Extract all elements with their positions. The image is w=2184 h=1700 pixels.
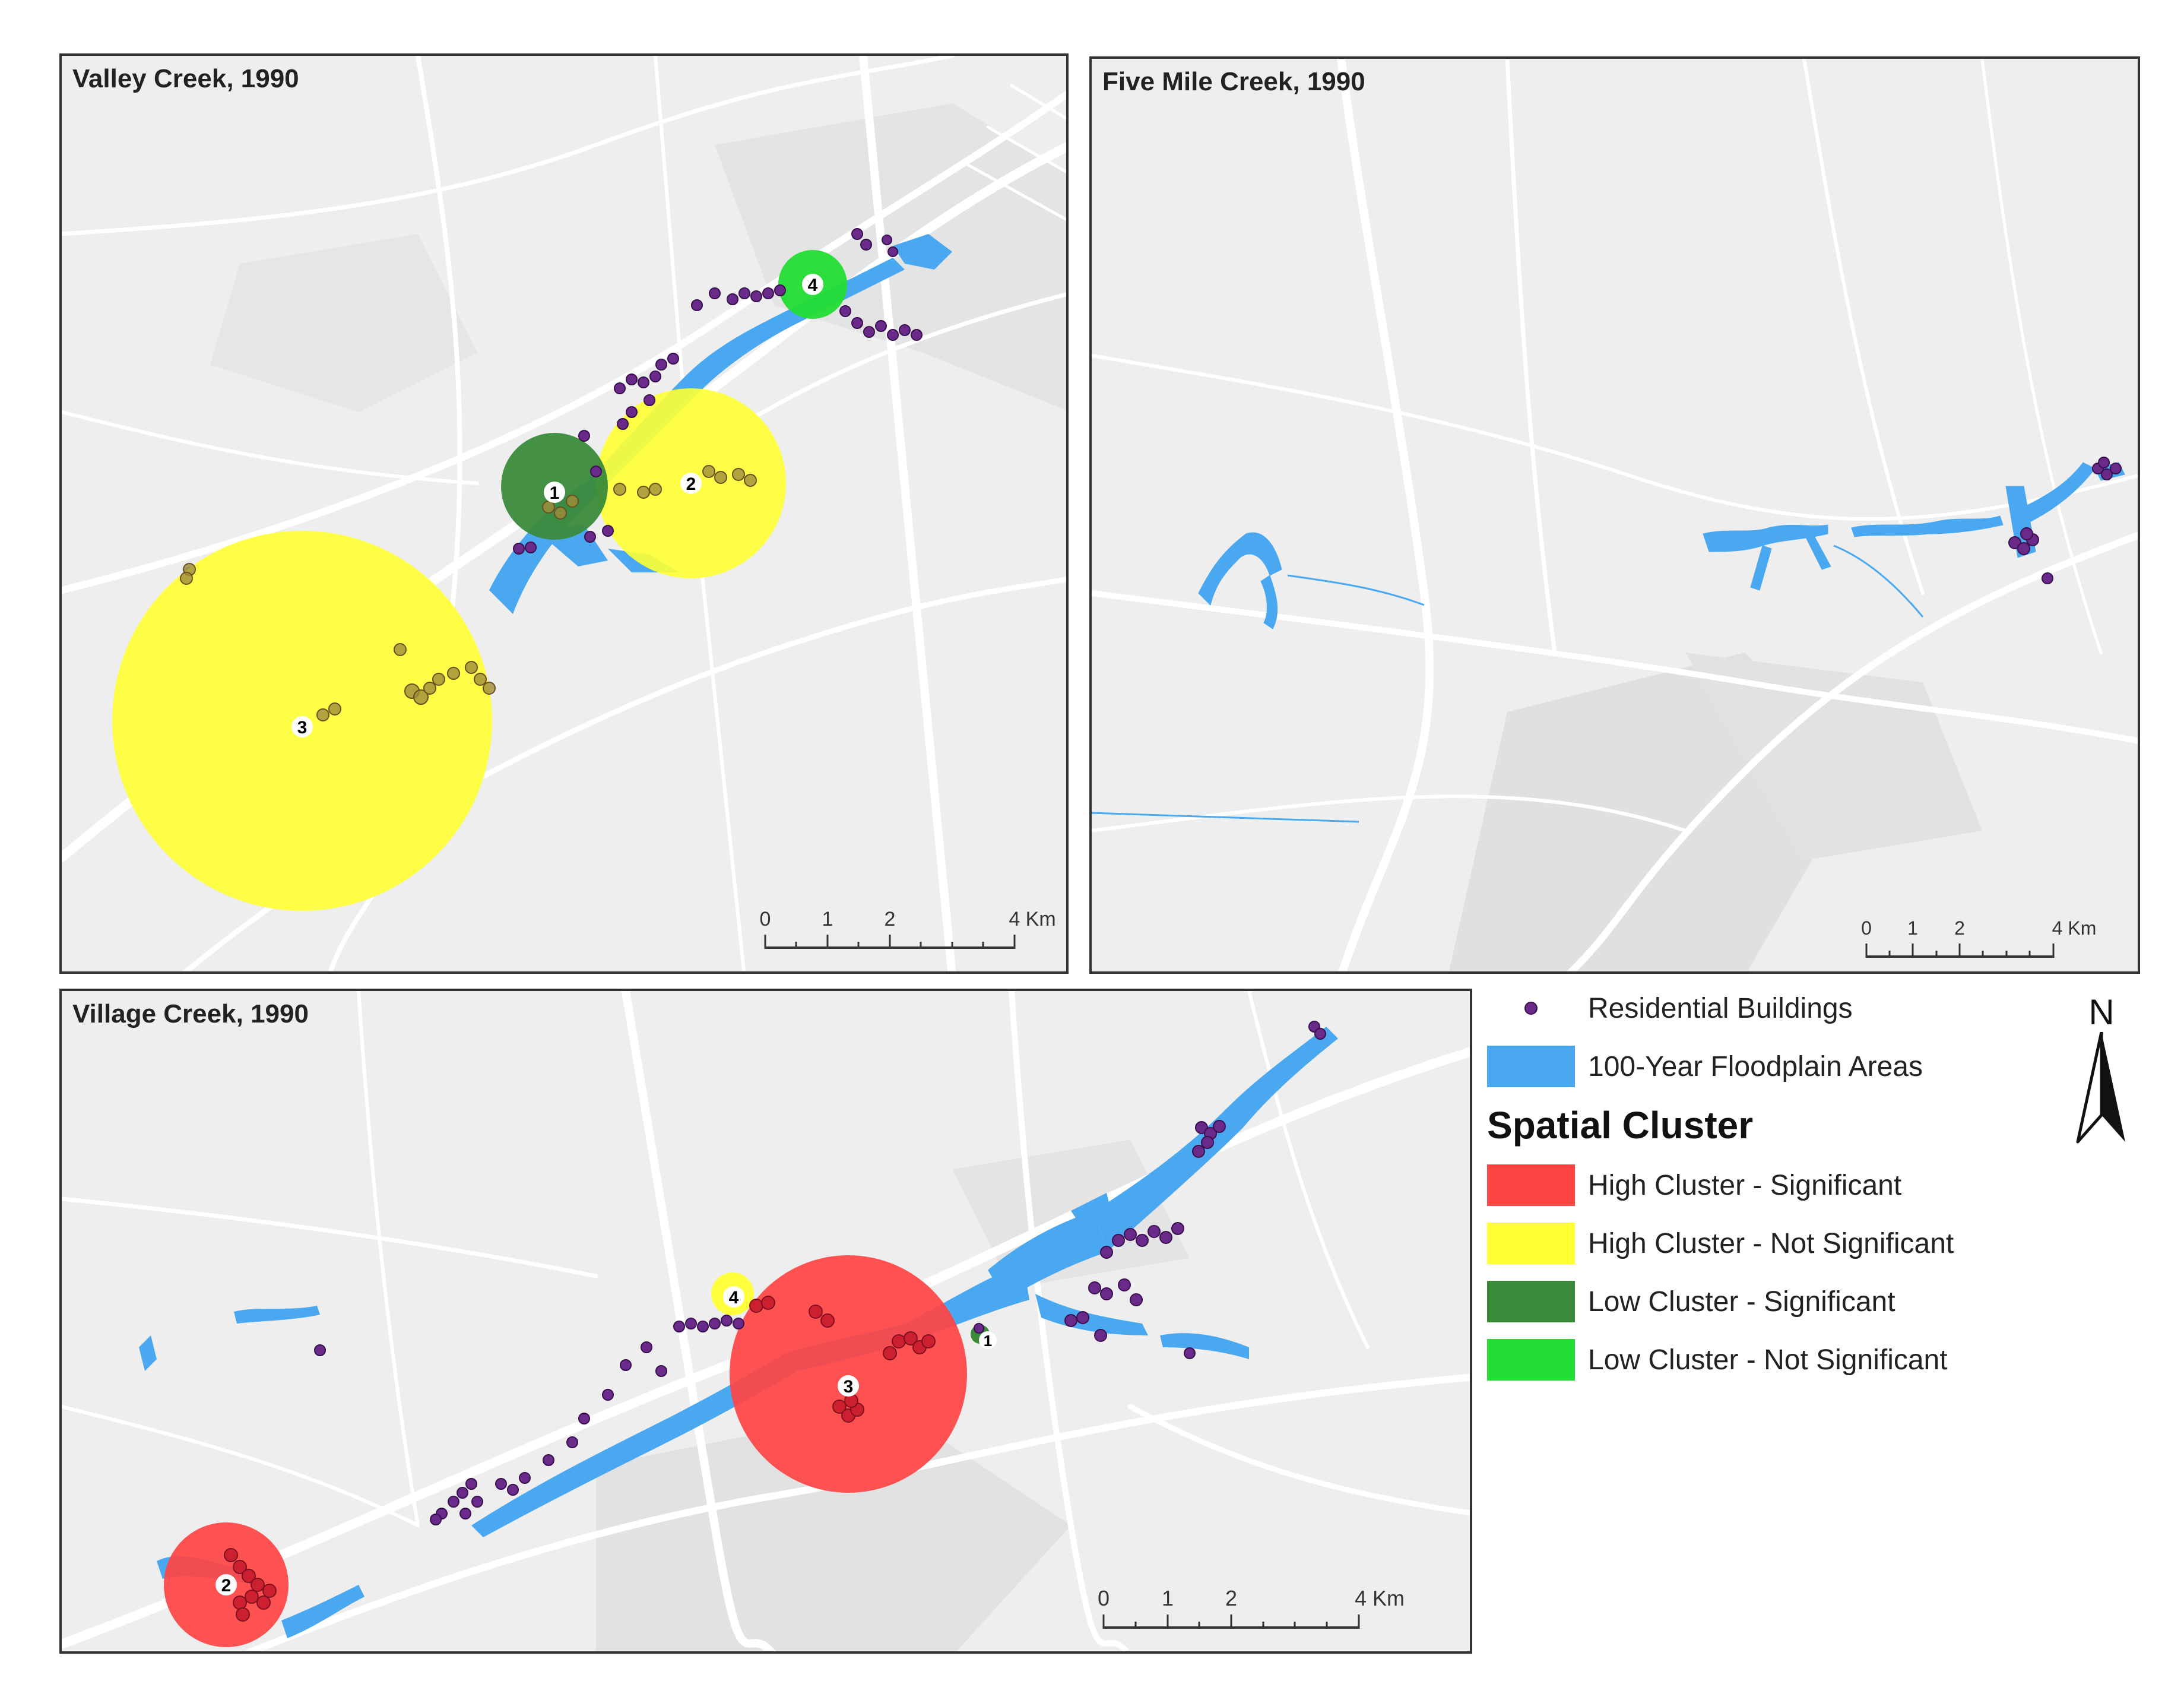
scale-label-2: 2	[885, 908, 896, 930]
scale-label-1: 1	[1162, 1586, 1174, 1610]
legend-row-low-significant: Low Cluster - Significant	[1487, 1279, 1895, 1324]
panel-title-five-mile-creek: Five Mile Creek, 1990	[1102, 67, 1365, 96]
scale-bar-valley: 0 1 2 4 Km	[760, 908, 1056, 949]
north-label: N	[2088, 992, 2115, 1032]
road-network	[1092, 59, 2138, 971]
legend-label-low-significant: Low Cluster - Significant	[1588, 1286, 1895, 1318]
low-not-significant-swatch	[1487, 1339, 1575, 1381]
cluster-label-2: 2	[686, 474, 696, 494]
valley-creek-map: 3 2 1 4	[62, 56, 1066, 971]
cluster-label-2: 2	[221, 1576, 232, 1595]
cluster-circles	[164, 1255, 990, 1647]
scale-label-0: 0	[1861, 917, 1872, 939]
five-mile-creek-map	[1092, 59, 2138, 971]
building-dot-icon	[1487, 987, 1575, 1029]
legend-label-high-not-significant: High Cluster - Not Significant	[1588, 1227, 1954, 1259]
cluster-label-1: 1	[984, 1332, 992, 1350]
residential-buildings	[513, 228, 923, 555]
scale-label-4km: 4 Km	[2052, 917, 2097, 939]
cluster-label-4: 4	[808, 276, 818, 295]
north-arrow: N	[2066, 992, 2137, 1146]
map-panel-five-mile-creek: Five Mile Creek, 1990 0 1 2 4 Km	[1089, 56, 2140, 974]
legend-label-high-significant: High Cluster - Significant	[1588, 1169, 1902, 1201]
scale-label-2: 2	[1954, 917, 1965, 939]
low-significant-swatch	[1487, 1281, 1575, 1322]
buildings-in-clusters	[224, 1296, 936, 1622]
scale-bar-fivemile: 0 1 2 4 Km	[1861, 917, 2097, 958]
legend-row-high-not-significant: High Cluster - Not Significant	[1487, 1221, 1954, 1266]
scale-label-0: 0	[760, 908, 771, 930]
scale-label-4km: 4 Km	[1355, 1586, 1405, 1610]
scale-label-2: 2	[1225, 1586, 1237, 1610]
map-panel-valley-creek: 3 2 1 4 Valley Creek, 1990 0 1 2 4 Km	[59, 53, 1069, 974]
cluster-label-1: 1	[550, 483, 560, 503]
cluster-labels: 3 2 1 4	[291, 274, 823, 737]
panel-title-village-creek: Village Creek, 1990	[72, 999, 309, 1028]
high-significant-swatch	[1487, 1164, 1575, 1206]
panel-title-valley-creek: Valley Creek, 1990	[72, 64, 299, 93]
village-creek-map: 3 2 4 1	[62, 991, 1470, 1651]
map-panel-village-creek: 3 2 4 1 Village Creek, 1990 0 1 2 4 Km	[59, 989, 1472, 1654]
residential-buildings	[2008, 457, 2122, 584]
legend-row-low-not-significant: Low Cluster - Not Significant	[1487, 1337, 1948, 1382]
scale-label-1: 1	[822, 908, 833, 930]
buildings-in-clusters	[180, 465, 757, 721]
scale-label-0: 0	[1098, 1586, 1110, 1610]
legend-label-low-not-significant: Low Cluster - Not Significant	[1588, 1344, 1948, 1376]
legend-row-residential: Residential Buildings	[1487, 986, 1853, 1031]
legend-label-residential: Residential Buildings	[1588, 992, 1853, 1024]
cluster-labels: 3 2 4 1	[215, 1286, 997, 1595]
legend-heading-spatial-cluster: Spatial Cluster	[1487, 1104, 1754, 1147]
legend-row-floodplain: 100-Year Floodplain Areas	[1487, 1044, 1923, 1089]
high-not-significant-swatch	[1487, 1223, 1575, 1264]
floodplain-swatch	[1487, 1046, 1575, 1087]
legend-label-floodplain: 100-Year Floodplain Areas	[1588, 1050, 1923, 1082]
cluster-label-3: 3	[297, 718, 308, 737]
north-arrow-icon	[2076, 1032, 2125, 1144]
scale-label-4km: 4 Km	[1009, 908, 1055, 930]
cluster-label-3: 3	[844, 1377, 854, 1397]
scale-bar-village: 0 1 2 4 Km	[1098, 1586, 1405, 1629]
scale-label-1: 1	[1907, 917, 1918, 939]
residential-buildings	[314, 1021, 1326, 1525]
map-legend: Residential Buildings 100-Year Floodplai…	[1487, 986, 2182, 1413]
cluster-3-high-significant	[730, 1255, 967, 1493]
cluster-label-4: 4	[729, 1288, 739, 1308]
legend-row-high-significant: High Cluster - Significant	[1487, 1163, 1901, 1208]
